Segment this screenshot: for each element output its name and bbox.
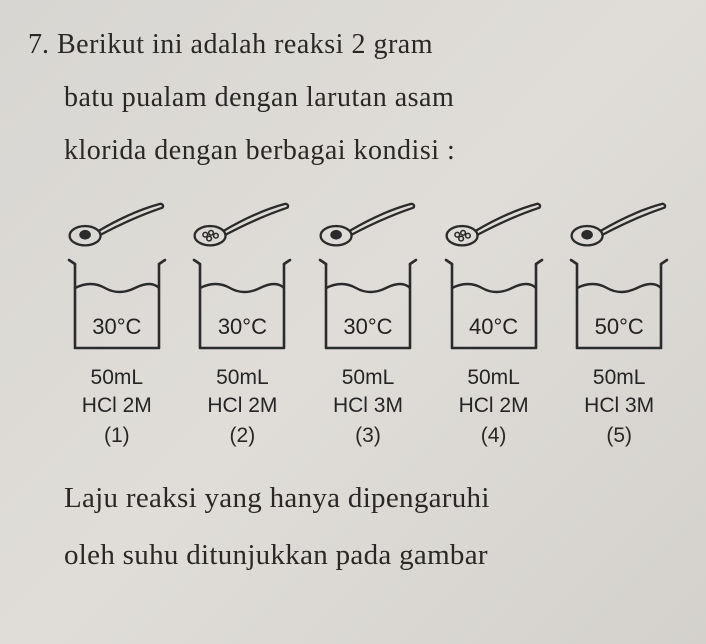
footer-line-2: oleh suhu ditunjukkan pada gambar <box>28 527 678 584</box>
question-first-line: 7. Berikut ini adalah reaksi 2 gram <box>28 18 678 71</box>
temperature-label: 30°C <box>65 314 169 340</box>
volume-label: 50mL <box>216 364 269 392</box>
spoon-icon <box>313 198 423 256</box>
volume-label: 50mL <box>467 364 520 392</box>
spoon-wrap <box>309 196 427 256</box>
volume-label: 50mL <box>593 364 646 392</box>
spoon-icon <box>564 198 674 256</box>
concentration-label: HCl 3M <box>333 392 403 420</box>
index-label: (5) <box>606 424 632 448</box>
index-label: (2) <box>230 424 256 448</box>
beaker: 50°C <box>567 258 671 354</box>
beaker: 40°C <box>442 258 546 354</box>
spoon-wrap <box>184 196 302 256</box>
spoon-icon <box>62 198 172 256</box>
question-text-1: Berikut ini adalah reaksi 2 gram <box>57 18 433 71</box>
index-label: (3) <box>355 424 381 448</box>
volume-label: 50mL <box>91 364 144 392</box>
concentration-label: HCl 2M <box>82 392 152 420</box>
spoon-icon <box>187 198 297 256</box>
experiment-4: 40°C 50mL HCl 2M (4) <box>435 196 553 449</box>
concentration-label: HCl 3M <box>584 392 654 420</box>
experiment-3: 30°C 50mL HCl 3M (3) <box>309 196 427 449</box>
beaker: 30°C <box>190 258 294 354</box>
question-text-2: batu pualam dengan larutan asam <box>28 71 678 124</box>
concentration-label: HCl 2M <box>459 392 529 420</box>
question-number: 7. <box>28 29 49 61</box>
question-text-3: klorida dengan berbagai kondisi : <box>28 124 678 177</box>
temperature-label: 30°C <box>316 314 420 340</box>
volume-label: 50mL <box>342 364 395 392</box>
index-label: (4) <box>481 424 507 448</box>
spoon-wrap <box>560 196 678 256</box>
experiments-row: 30°C 50mL HCl 2M (1) 30°C 50mL HCl 2M (2… <box>58 196 678 449</box>
index-label: (1) <box>104 424 130 448</box>
temperature-label: 50°C <box>567 314 671 340</box>
temperature-label: 40°C <box>442 314 546 340</box>
footer-line-1: Laju reaksi yang hanya dipengaruhi <box>28 470 678 527</box>
temperature-label: 30°C <box>190 314 294 340</box>
concentration-label: HCl 2M <box>207 392 277 420</box>
spoon-wrap <box>58 196 176 256</box>
experiment-1: 30°C 50mL HCl 2M (1) <box>58 196 176 449</box>
beaker: 30°C <box>65 258 169 354</box>
spoon-icon <box>439 198 549 256</box>
beaker: 30°C <box>316 258 420 354</box>
experiment-5: 50°C 50mL HCl 3M (5) <box>560 196 678 449</box>
experiment-2: 30°C 50mL HCl 2M (2) <box>184 196 302 449</box>
spoon-wrap <box>435 196 553 256</box>
